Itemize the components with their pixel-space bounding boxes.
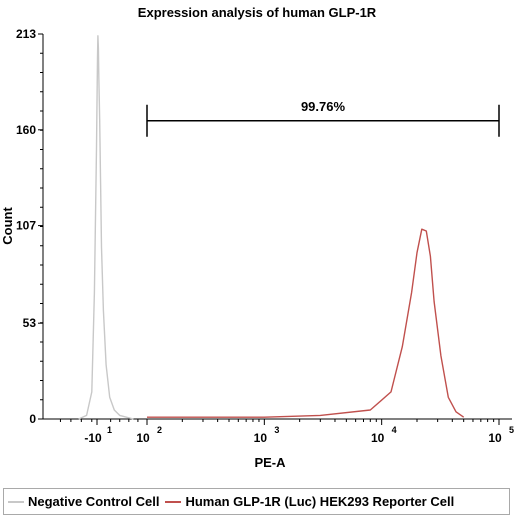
x-tick-label: 10: [136, 431, 150, 445]
x-axis-ticks: -10 1 10 2 10 3 10 4 10 5: [59, 419, 514, 445]
x-tick-exponent: 2: [157, 425, 162, 435]
gate-label: 99.76%: [301, 99, 346, 114]
chart-title: Expression analysis of human GLP-1R: [138, 5, 377, 20]
y-tick-label: 0: [29, 412, 36, 426]
plot-area: 0 53 107 160 213 -10 1 10 2 10 3 10 4 10 5 99.76%: [16, 27, 514, 445]
x-tick-exponent: 1: [107, 425, 112, 435]
legend-label: Negative Control Cell: [28, 494, 160, 509]
legend-label: Human GLP-1R (Luc) HEK293 Reporter Cell: [185, 494, 455, 509]
y-tick-label: 107: [16, 219, 36, 233]
x-tick-label: 10: [254, 431, 268, 445]
legend-item-negative-control[interactable]: Negative Control Cell: [8, 494, 159, 509]
series-line-0: [78, 35, 134, 420]
x-tick-label: 10: [371, 431, 385, 445]
y-axis-label: Count: [0, 207, 15, 245]
x-tick-exponent: 4: [392, 425, 397, 435]
y-tick-label: 53: [23, 316, 37, 330]
x-tick-label: -10: [84, 431, 102, 445]
x-tick-exponent: 3: [274, 425, 279, 435]
chart-legend: Negative Control Cell Human GLP-1R (Luc)…: [3, 488, 510, 515]
y-tick-label: 213: [16, 27, 36, 41]
histogram-series: [78, 35, 465, 420]
legend-item-glp1r-reporter[interactable]: Human GLP-1R (Luc) HEK293 Reporter Cell: [165, 494, 454, 509]
x-tick-label: 10: [488, 431, 502, 445]
gate-bracket[interactable]: 99.76%: [146, 99, 500, 137]
legend-swatch-gray: [8, 500, 24, 503]
x-axis-label: PE-A: [254, 455, 286, 470]
y-axis-ticks: 0 53 107 160 213: [16, 27, 43, 426]
y-tick-label: 160: [16, 123, 36, 137]
series-line-1: [147, 228, 465, 418]
x-tick-exponent: 5: [509, 425, 514, 435]
legend-swatch-red: [165, 500, 182, 503]
flow-cytometry-histogram: Expression analysis of human GLP-1R 0531…: [0, 5, 514, 470]
